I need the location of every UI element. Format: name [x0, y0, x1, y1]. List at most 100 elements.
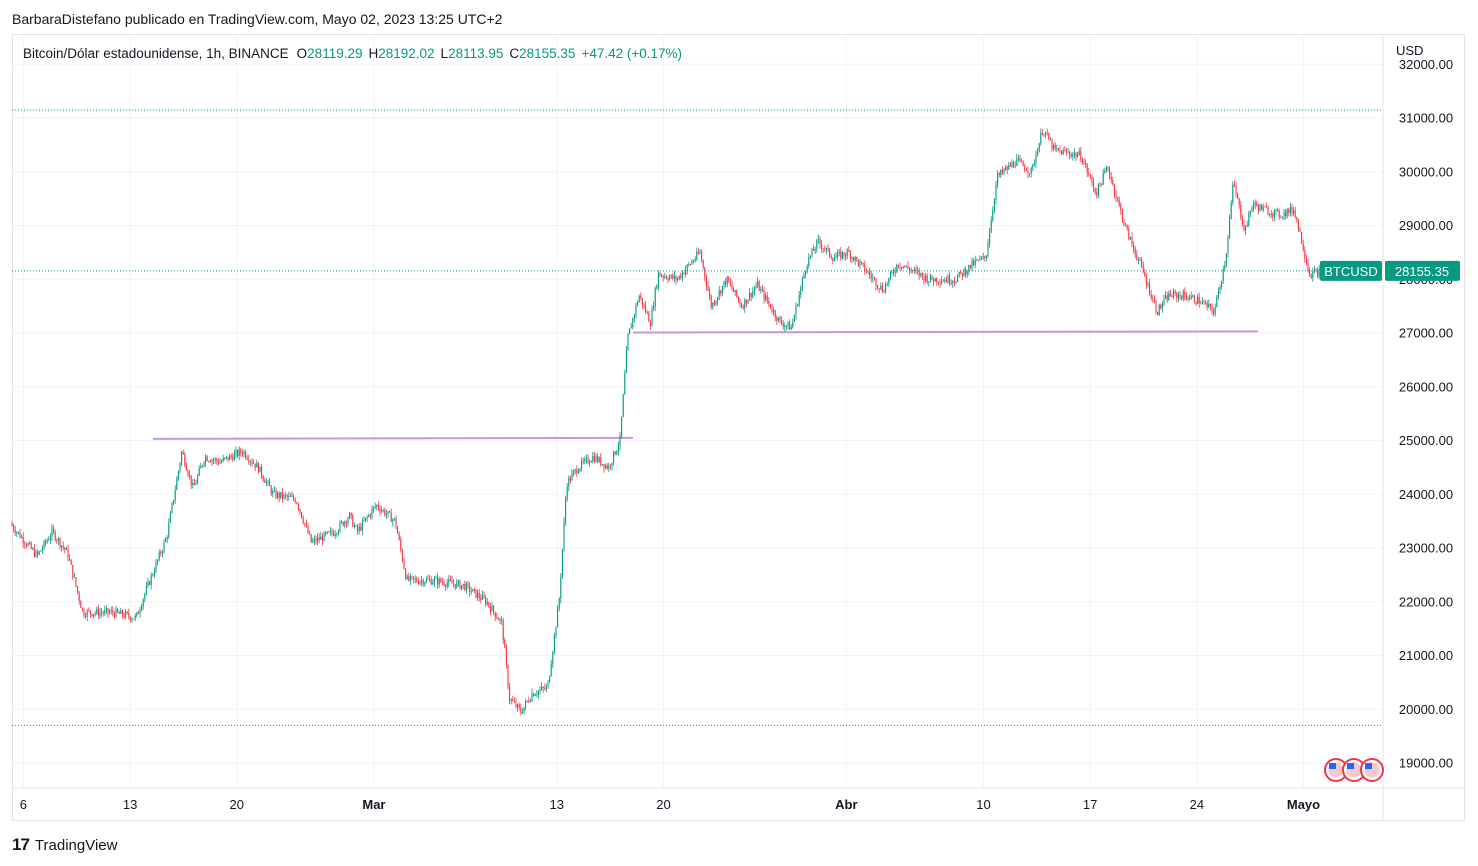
candle-body [648, 312, 650, 322]
economic-events[interactable] [1324, 758, 1384, 782]
candle-body [117, 608, 119, 612]
candle-body [485, 597, 487, 605]
candle-body [470, 591, 472, 593]
candle-body [928, 281, 930, 283]
candle-body [1046, 132, 1048, 134]
candle-body [560, 576, 562, 599]
candle-body [1277, 209, 1279, 211]
candle-body [881, 285, 883, 293]
candle-body [830, 255, 832, 259]
candle-body [1051, 140, 1053, 150]
candle-body [448, 579, 450, 583]
candle-body [1232, 184, 1234, 203]
candle-body [480, 597, 482, 600]
time-axis[interactable]: 6 13 20 Mar 13 20 Abr 10 17 24 Mayo [20, 797, 1320, 812]
candle-body [958, 271, 960, 277]
candle-body [1312, 271, 1314, 278]
candle-body [331, 530, 333, 534]
candle-body [952, 281, 954, 284]
candle-body [1259, 204, 1261, 211]
candle-body [726, 276, 728, 285]
candle-body [963, 269, 965, 277]
candle-body [563, 521, 565, 550]
candle-body [296, 502, 298, 504]
candle-body [1286, 209, 1288, 217]
candle-body [109, 612, 111, 614]
currency-label[interactable]: USD [1396, 43, 1424, 58]
candle-body [1070, 154, 1072, 157]
candle-body [373, 506, 375, 510]
candle-body [880, 285, 882, 290]
candle-body [1088, 172, 1090, 175]
candle-body [1022, 161, 1024, 166]
price-tick-label: 24000.00 [1399, 487, 1453, 502]
time-tick-label: Abr [835, 797, 857, 812]
candle-body [125, 611, 127, 618]
candle-body [40, 550, 42, 552]
candle-body [213, 459, 215, 461]
candle-body [1041, 132, 1043, 135]
candle-body [941, 281, 943, 284]
candle-body [1054, 144, 1056, 149]
candle-body [1014, 165, 1016, 167]
candle-body [225, 456, 227, 458]
candle-body [630, 327, 632, 329]
candle-body [1195, 302, 1197, 304]
candle-body [1035, 155, 1037, 164]
candle-body [265, 481, 267, 483]
price-axis[interactable]: 19000.00 20000.00 21000.00 22000.00 23000.00… [1399, 57, 1453, 771]
candle-body [13, 525, 15, 530]
candle-body [571, 473, 573, 481]
candle-body [261, 466, 263, 477]
candle-body [950, 283, 952, 284]
candle-body [870, 275, 872, 279]
candle-body [699, 251, 701, 254]
candle-body [235, 450, 237, 454]
price-tick-label: 32000.00 [1399, 57, 1453, 72]
candle-body [769, 303, 771, 309]
candle-body [37, 551, 39, 555]
candle-body [1144, 271, 1146, 277]
candle-body [115, 608, 117, 617]
candle-body [1000, 170, 1002, 176]
us-flag-event-icon[interactable] [1360, 758, 1384, 782]
candle-body [841, 252, 843, 259]
candle-body [953, 281, 955, 283]
candle-body [457, 580, 459, 583]
candle-body [209, 461, 211, 462]
price-tick-label: 29000.00 [1399, 218, 1453, 233]
candle-body [200, 466, 202, 469]
candle-body [160, 552, 162, 554]
us-flag-event-icon[interactable] [1324, 758, 1348, 782]
candle-body [440, 578, 442, 582]
candle-body [765, 295, 767, 300]
high-value: 28192.02 [378, 46, 435, 61]
candle-body [779, 317, 781, 321]
candle-body [979, 257, 981, 261]
candle-body [262, 476, 264, 480]
candle-body [669, 277, 671, 280]
candle-body [86, 610, 88, 617]
candle-body [465, 583, 467, 591]
candle-body [288, 495, 290, 497]
candle-body [798, 294, 800, 306]
candle-body [259, 466, 261, 473]
candle-body [861, 261, 863, 263]
candle-body [1112, 179, 1114, 185]
candle-body [475, 589, 477, 598]
candle-body [80, 600, 82, 608]
candle-body [603, 464, 605, 469]
candle-body [22, 536, 24, 544]
candle-body [1080, 151, 1082, 160]
candle-body [14, 529, 16, 534]
candle-body [1309, 270, 1311, 276]
candle-body [885, 284, 887, 292]
candle-body [397, 527, 399, 534]
candle-body [120, 610, 122, 614]
candle-body [65, 548, 67, 550]
candle-body [107, 608, 109, 614]
candle-body [366, 516, 368, 518]
candle-body [432, 582, 434, 585]
candle-body [822, 248, 824, 250]
